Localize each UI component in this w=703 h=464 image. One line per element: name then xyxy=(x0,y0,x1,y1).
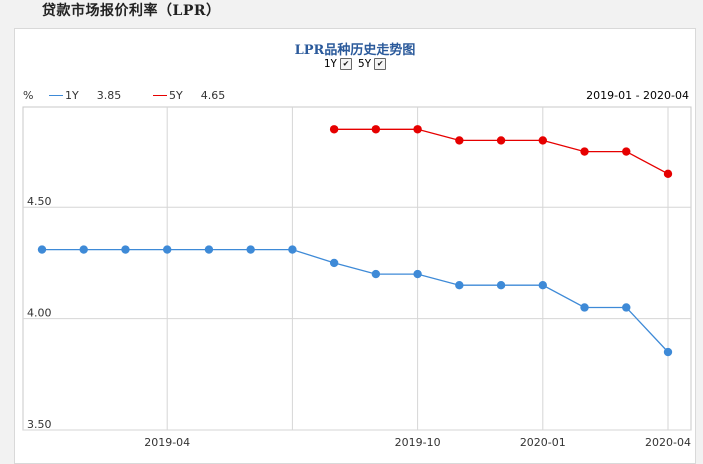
data-point-5y xyxy=(413,125,422,134)
data-point-1y xyxy=(329,258,339,268)
data-point-5y xyxy=(455,136,464,145)
data-point-1y xyxy=(413,269,422,279)
data-point-1y xyxy=(204,245,214,254)
legend-name-1y: 1Y xyxy=(65,89,79,102)
data-point-5y xyxy=(538,136,547,145)
data-point-1y xyxy=(163,245,172,254)
toggle-5y-label: 5Y xyxy=(358,57,372,70)
legend-item-5y: 5Y 4.65 xyxy=(153,89,225,102)
checkbox-1y-icon[interactable]: ✔ xyxy=(340,57,352,70)
x-tick-label: 2020-01 xyxy=(520,436,566,449)
y-tick-label: 4.50 xyxy=(27,195,52,208)
data-point-1y xyxy=(496,281,506,290)
legend-swatch-1y xyxy=(49,95,63,96)
line-chart: 3.50 4.00 4.50 2019-04 2019-10 2020-01 2020-04 xyxy=(22,106,692,449)
legend-swatch-5y xyxy=(153,95,167,96)
date-range-label: 2019-01 - 2020-04 xyxy=(586,89,689,102)
data-point-1y xyxy=(455,281,464,290)
unit-label: % xyxy=(23,89,34,102)
data-point-5y xyxy=(496,136,506,145)
legend-row: % 1Y 3.85 5Y 4.65 2019-01 - 2020-04 xyxy=(15,89,695,103)
data-point-1y xyxy=(288,245,297,254)
x-tick-label: 2020-04 xyxy=(645,436,691,449)
chart-panel: LPR品种历史走势图 1Y ✔ 5Y ✔ % 1Y 3.85 5Y 4.65 2… xyxy=(14,28,696,464)
series-toggles: 1Y ✔ 5Y ✔ xyxy=(15,57,695,70)
series-line-1y xyxy=(42,248,669,353)
data-point-5y xyxy=(663,169,673,179)
legend-value-1y: 3.85 xyxy=(96,89,122,102)
data-point-1y xyxy=(121,245,130,254)
data-point-5y xyxy=(580,147,589,156)
legend-value-5y: 4.65 xyxy=(200,89,226,102)
chart-title: LPR品种历史走势图 xyxy=(294,43,416,58)
data-point-1y xyxy=(580,303,589,312)
toggle-5y[interactable]: 5Y ✔ xyxy=(358,57,387,70)
data-point-1y xyxy=(663,347,673,357)
y-tick-label: 4.00 xyxy=(27,307,52,320)
legend-item-1y: 1Y 3.85 xyxy=(49,89,121,102)
data-point-5y xyxy=(622,147,631,156)
data-point-5y xyxy=(329,125,339,134)
data-point-1y xyxy=(37,245,47,254)
legend-name-5y: 5Y xyxy=(169,89,183,102)
x-tick-label: 2019-04 xyxy=(144,436,190,449)
data-point-5y xyxy=(371,125,381,134)
toggle-1y-label: 1Y xyxy=(323,57,337,70)
data-point-1y xyxy=(246,245,255,254)
page-heading: 贷款市场报价利率（LPR） xyxy=(42,3,221,19)
y-tick-label: 3.50 xyxy=(27,418,52,431)
x-tick-label: 2019-10 xyxy=(395,436,441,449)
data-point-1y xyxy=(622,303,631,312)
data-point-1y xyxy=(371,269,381,279)
data-point-1y xyxy=(79,245,88,254)
checkbox-5y-icon[interactable]: ✔ xyxy=(374,57,387,70)
data-point-1y xyxy=(538,281,547,290)
toggle-1y[interactable]: 1Y ✔ xyxy=(324,57,352,70)
series-line-5y xyxy=(334,128,669,175)
